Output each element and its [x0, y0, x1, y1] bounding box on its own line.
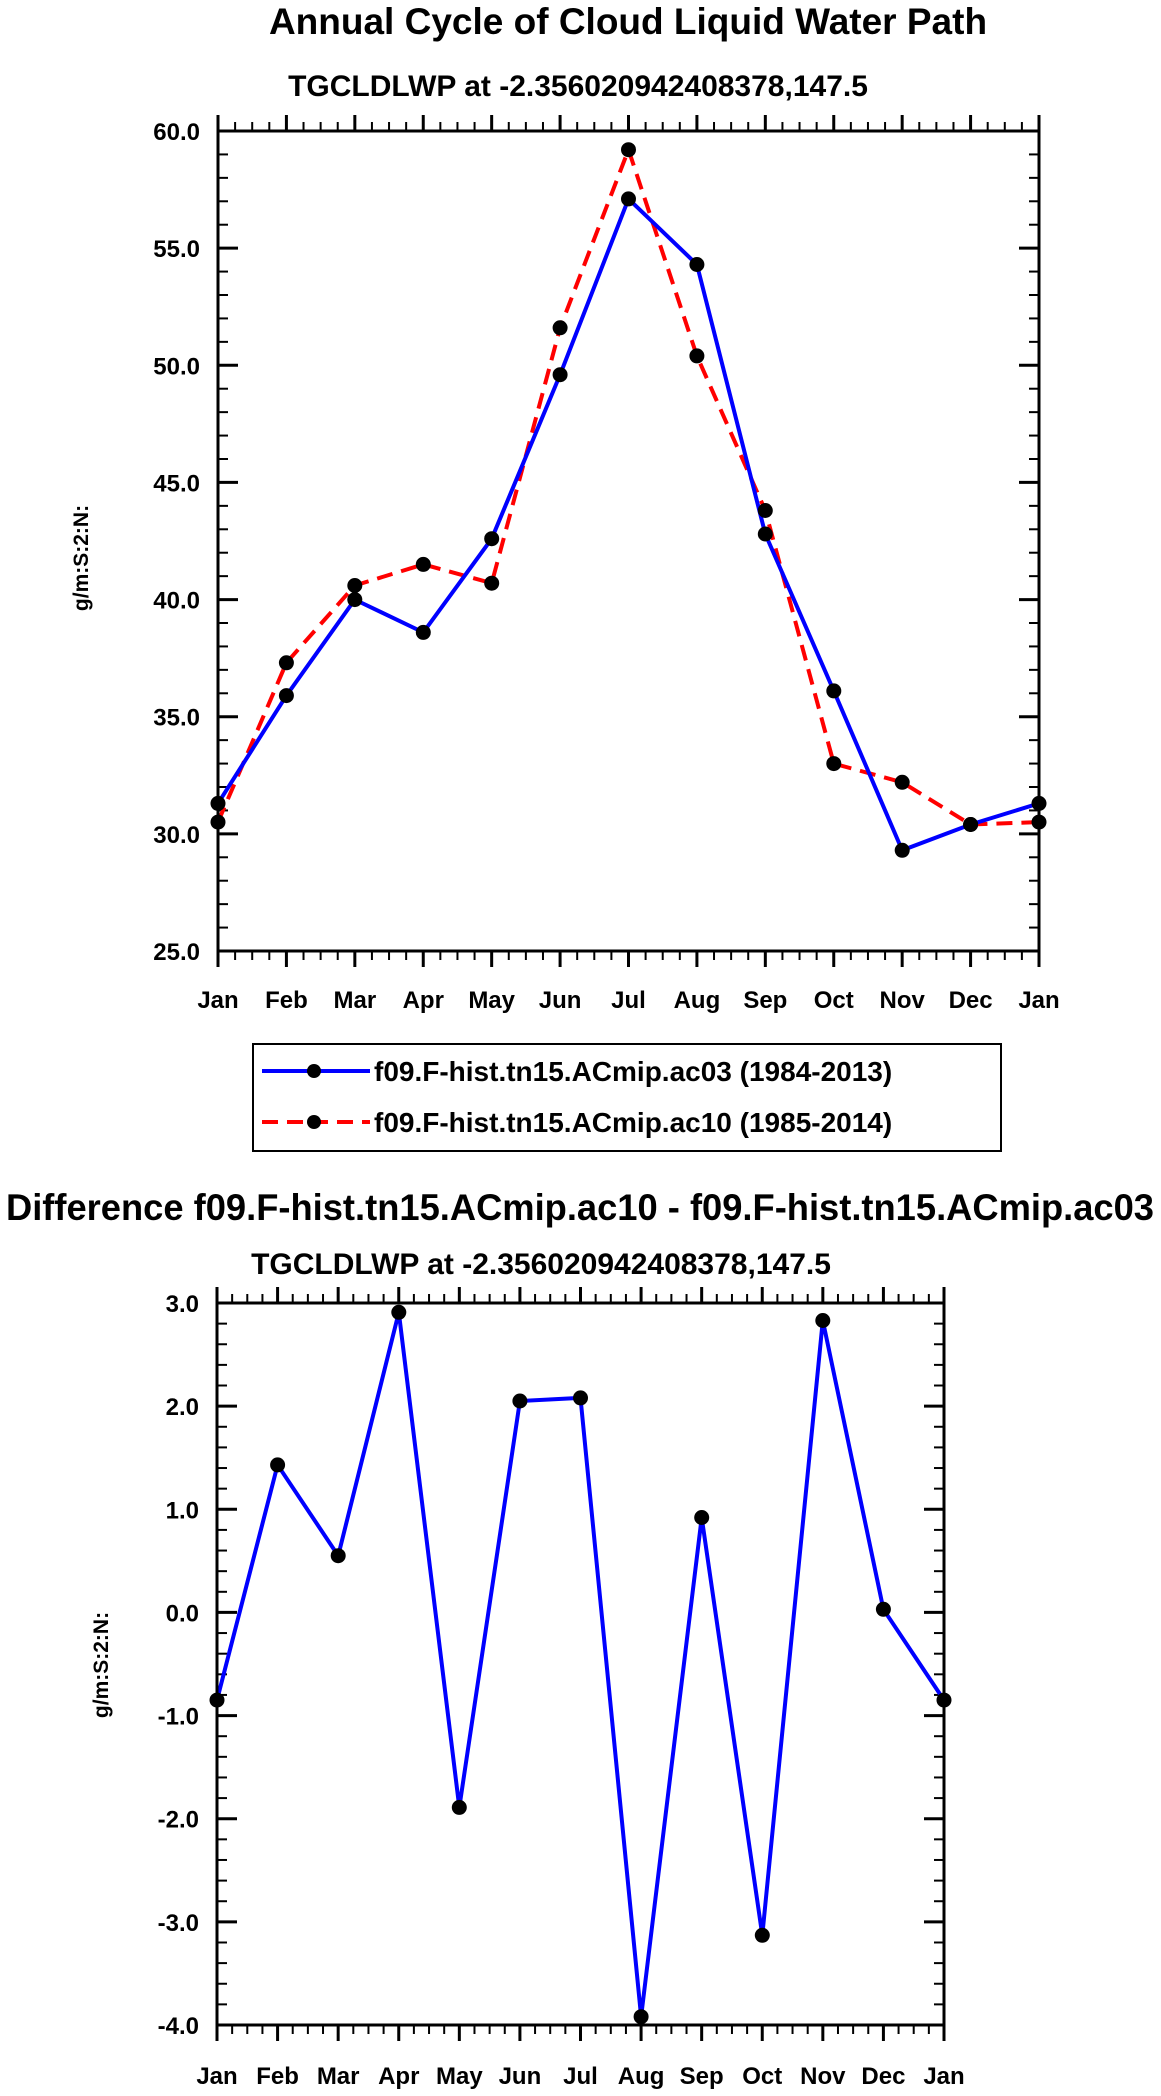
data-point — [689, 348, 705, 364]
data-point — [621, 191, 636, 207]
x-tick-label: Jun — [499, 2063, 542, 2090]
y-tick-label: 25.0 — [153, 939, 200, 966]
x-tick-label: Jan — [196, 2063, 237, 2090]
data-point — [391, 1304, 407, 1320]
data-point — [694, 1510, 710, 1525]
data-point — [278, 655, 294, 671]
data-point — [757, 526, 773, 542]
series-line — [215, 1311, 946, 2017]
data-point — [689, 257, 705, 272]
annual-cycle-chart: Annual Cycle of Cloud Liquid Water Path … — [70, 1, 1060, 1014]
y-tick-label: 55.0 — [153, 236, 200, 263]
y-tick-label: -4.0 — [158, 2013, 199, 2040]
y-tick-label: 35.0 — [153, 705, 200, 732]
y-tick-label: 40.0 — [153, 588, 200, 615]
data-point — [573, 1390, 588, 1406]
data-point — [484, 531, 500, 547]
legend-label-ac10: f09.F-hist.tn15.ACmip.ac10 (1985-2014) — [374, 1107, 892, 1138]
data-point — [826, 683, 842, 699]
data-point — [754, 1927, 770, 1943]
x-tick-label: Sep — [680, 2063, 724, 2090]
data-point — [512, 1393, 528, 1409]
series-line — [216, 195, 1040, 853]
x-tick-label: Nov — [800, 2063, 846, 2090]
data-point — [347, 592, 363, 608]
data-point — [757, 503, 773, 518]
plot-frame — [216, 129, 1041, 953]
chart-subtitle: TGCLDLWP at -2.356020942408378,147.5 — [251, 1248, 831, 1281]
y-axis-label: g/m:S:2:N: — [70, 505, 93, 611]
data-point — [278, 688, 294, 704]
data-point — [894, 842, 910, 858]
y-tick-label: -2.0 — [158, 1807, 199, 1834]
series-line — [216, 143, 1040, 827]
data-point — [484, 575, 500, 591]
legend-marker-ac10 — [307, 1115, 321, 1129]
data-point — [621, 142, 636, 158]
legend-label-ac03: f09.F-hist.tn15.ACmip.ac03 (1984-2013) — [374, 1056, 892, 1087]
chart-subtitle: TGCLDLWP at -2.356020942408378,147.5 — [288, 70, 868, 103]
x-tick-label: Mar — [317, 2063, 360, 2090]
x-tick-label: May — [468, 987, 515, 1014]
x-tick-label: Nov — [879, 987, 925, 1014]
data-point — [451, 1799, 467, 1815]
x-tick-label: Oct — [814, 987, 854, 1014]
y-tick-label: 1.0 — [166, 1497, 199, 1524]
data-point — [963, 817, 979, 832]
chart-title: Difference f09.F-hist.tn15.ACmip.ac10 - … — [6, 1187, 1154, 1228]
x-tick-label: Dec — [861, 2063, 905, 2090]
data-point — [415, 556, 431, 572]
y-tick-label: 0.0 — [166, 1600, 199, 1627]
x-tick-label: Apr — [378, 2063, 419, 2090]
data-point — [552, 320, 568, 336]
x-tick-label: Jan — [923, 2063, 964, 2090]
x-tick-label: Aug — [618, 2063, 665, 2090]
y-tick-label: 30.0 — [153, 822, 200, 849]
x-tick-label: Feb — [265, 987, 308, 1014]
data-point — [894, 774, 910, 790]
x-tick-label: Oct — [742, 2063, 782, 2090]
data-point — [270, 1457, 286, 1473]
data-point — [815, 1313, 831, 1328]
y-tick-label: 50.0 — [153, 353, 200, 380]
data-point — [552, 367, 568, 383]
x-tick-label: Jul — [611, 987, 646, 1014]
y-tick-label: 60.0 — [153, 119, 200, 146]
difference-chart: Difference f09.F-hist.tn15.ACmip.ac10 - … — [6, 1187, 1154, 2090]
x-tick-label: Jun — [539, 987, 582, 1014]
data-point — [633, 2009, 649, 2025]
x-tick-label: Jan — [197, 987, 238, 1014]
x-tick-label: Aug — [674, 987, 721, 1014]
y-tick-label: 3.0 — [166, 1291, 199, 1318]
y-tick-label: -3.0 — [158, 1910, 199, 1937]
x-tick-label: Apr — [403, 987, 444, 1014]
x-tick-label: May — [436, 2063, 483, 2090]
legend: f09.F-hist.tn15.ACmip.ac03 (1984-2013) f… — [252, 1043, 1002, 1152]
y-tick-label: 2.0 — [166, 1394, 199, 1421]
plot-frame — [215, 1301, 946, 2027]
legend-marker-ac03 — [307, 1064, 321, 1078]
x-tick-label: Dec — [949, 987, 993, 1014]
y-tick-label: 45.0 — [153, 470, 200, 497]
data-point — [415, 624, 431, 640]
chart-title: Annual Cycle of Cloud Liquid Water Path — [269, 1, 987, 42]
legend-box — [252, 1043, 1002, 1152]
y-tick-label: -1.0 — [158, 1704, 199, 1731]
x-tick-label: Feb — [256, 2063, 299, 2090]
x-tick-label: Jan — [1018, 987, 1059, 1014]
x-tick-label: Mar — [333, 987, 376, 1014]
data-point — [330, 1548, 346, 1564]
x-tick-label: Sep — [743, 987, 787, 1014]
data-point — [875, 1601, 891, 1617]
x-tick-label: Jul — [563, 2063, 598, 2090]
data-point — [826, 756, 842, 772]
data-point — [347, 578, 363, 593]
y-axis-label: g/m:S:2:N: — [90, 1612, 113, 1718]
